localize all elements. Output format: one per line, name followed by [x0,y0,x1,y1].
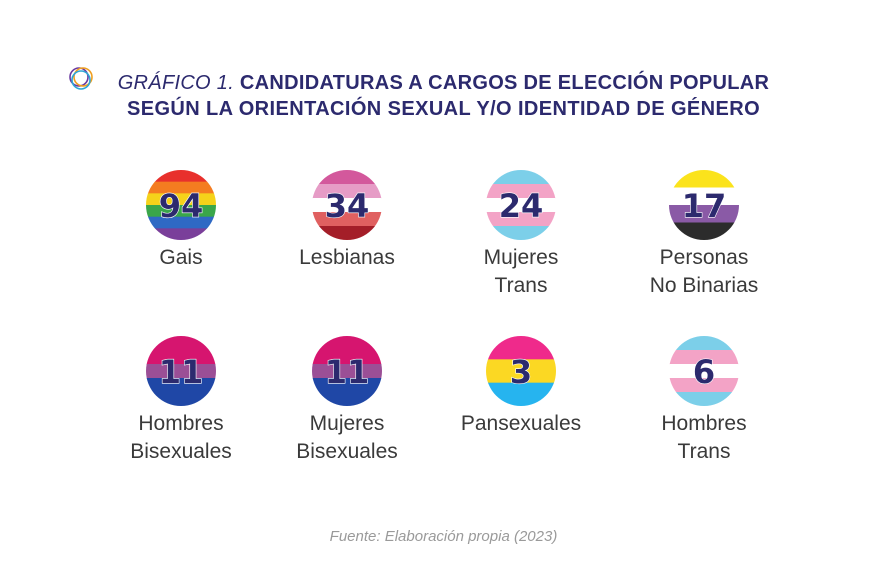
flag-stripe [146,170,216,183]
category-label-line: Lesbianas [299,246,395,269]
flag-item: 11 Hombres Bisexuales [91,336,271,466]
category-label: Mujeres Bisexuales [257,410,437,466]
flag-stripe [669,378,739,393]
flag-item: 17 Personas No Binarias [614,170,794,300]
value-label: 3 [510,353,532,391]
flag-stripe [669,336,739,351]
category-label: Personas No Binarias [614,244,794,300]
flag-item: 34 Lesbianas [257,170,437,272]
category-label-line: Trans [677,440,731,463]
flag-stripe [669,205,739,223]
flag-stripe [486,382,556,406]
chart-title: GRÁFICO 1. CANDIDATURAS A CARGOS DE ELEC… [0,70,887,122]
flag-item: 11 Mujeres Bisexuales [257,336,437,466]
category-label-line: Mujeres [483,246,559,269]
flag-stripe [312,364,382,379]
flag-stripe [669,222,739,240]
source-note: Fuente: Elaboración propia (2023) [329,528,558,545]
flag-item: 3 Pansexuales [431,336,611,438]
flag-stripe [486,184,556,199]
flag-stripe [669,187,739,206]
title-line1: CANDIDATURAS A CARGOS DE ELECCIÓN POPULA… [239,72,770,94]
flag-stripe [486,212,556,227]
rainbow-flag-circle: 94 [146,170,216,240]
category-label: Mujeres Trans [431,244,611,300]
category-label-line: Bisexuales [130,440,232,463]
flag-item: 94 Gais [91,170,271,272]
flag-stripe [146,364,216,379]
value-label: 24 [499,187,544,225]
flag-stripe [312,170,382,185]
logo-rings-icon [69,67,93,90]
category-label-line: Gais [159,246,203,269]
value-label: 17 [682,187,727,225]
title-line2: SEGÚN LA ORIENTACIÓN SEXUAL Y/O IDENTIDA… [126,98,761,120]
title-prefix: GRÁFICO 1. [117,72,235,94]
bisexual-flag-circle: 11 [312,336,382,406]
flag-stripe [669,350,739,365]
category-label-line: No Binarias [649,274,759,297]
value-label: 94 [159,187,204,225]
flag-stripe [312,226,382,240]
value-label: 11 [159,353,204,391]
flag-stripe [312,212,382,227]
category-label-line: Hombres [138,412,224,435]
flag-stripe [146,228,216,240]
flag-stripe [669,364,739,379]
flag-stripe [486,336,556,360]
lesbian-flag-circle: 34 [312,170,382,240]
flag-stripe [312,198,382,213]
category-label: Lesbianas [257,244,437,272]
category-label-line: Mujeres [309,412,385,435]
category-label-line: Personas [659,246,749,269]
trans-flag-circle: 24 [486,170,556,240]
flag-stripe [669,392,739,406]
category-label-line: Trans [494,274,548,297]
value-label: 34 [325,187,370,225]
flag-item: 6 Hombres Trans [614,336,794,466]
category-label-line: Pansexuales [460,412,582,435]
category-label: Hombres Bisexuales [91,410,271,466]
value-label: 6 [693,353,715,391]
trans-flag-circle: 6 [669,336,739,406]
pansexual-flag-circle: 3 [486,336,556,406]
category-label-line: Hombres [661,412,747,435]
flag-stripe [486,359,556,384]
flag-item: 24 Mujeres Trans [431,170,611,300]
flag-stripe [146,216,216,229]
flag-stripe [669,170,739,188]
flag-stripe [146,193,216,206]
category-label-line: Bisexuales [296,440,398,463]
flag-stripe [486,198,556,213]
category-label: Pansexuales [431,410,611,438]
nonbinary-flag-circle: 17 [669,170,739,240]
flag-stripe [486,170,556,185]
category-label: Gais [91,244,271,272]
value-label: 11 [325,353,370,391]
flag-stripe [312,184,382,199]
flag-stripe [146,205,216,218]
bisexual-flag-circle: 11 [146,336,216,406]
flag-stripe [486,226,556,240]
category-label: Hombres Trans [614,410,794,466]
flag-stripe [146,181,216,194]
